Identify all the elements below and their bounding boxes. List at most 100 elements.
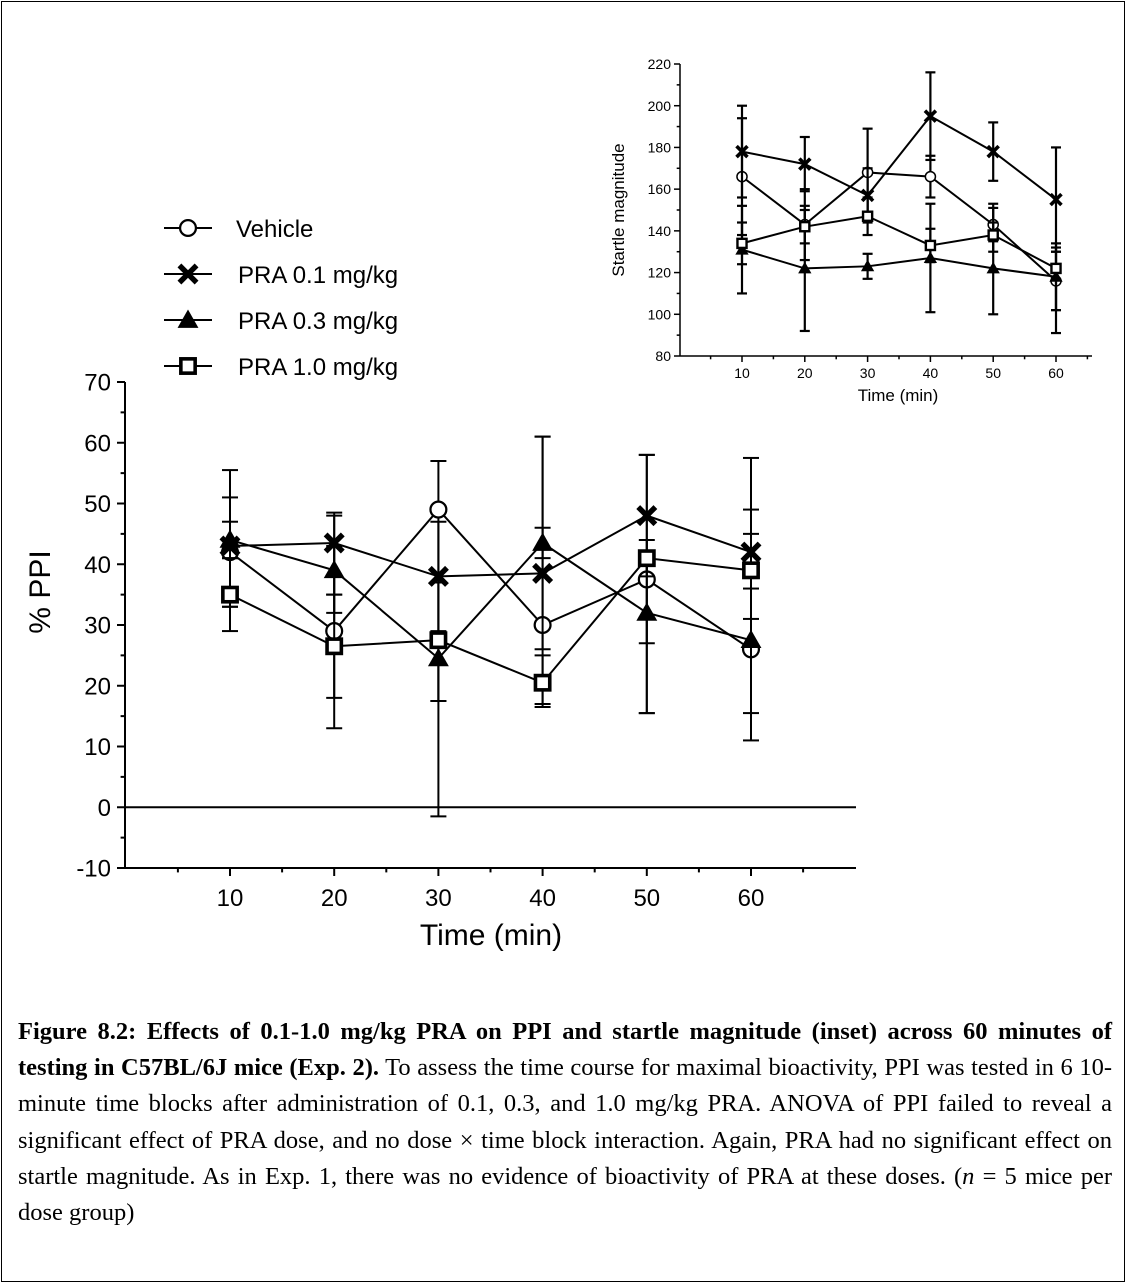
main-x-axis-label: Time (min) xyxy=(420,919,562,952)
series-filled-triangle xyxy=(219,514,762,818)
y-tick-label: 0 xyxy=(98,795,111,822)
legend-item: PRA 0.3 mg/kg xyxy=(164,308,398,335)
y-tick-label: 60 xyxy=(84,430,111,457)
series-open-circle xyxy=(736,117,1062,312)
data-point-filled-triangle xyxy=(532,532,554,551)
legend-label: Vehicle xyxy=(236,216,313,243)
series-open-square xyxy=(736,196,1062,335)
x-tick-label: 50 xyxy=(633,885,660,912)
figure-caption: Figure 8.2: Effects of 0.1-1.0 mg/kg PRA… xyxy=(18,1014,1112,1231)
series-line xyxy=(229,538,752,660)
legend-marker-x-cross xyxy=(177,263,199,285)
y-tick-label: 140 xyxy=(648,223,672,239)
series-open-square xyxy=(221,532,760,730)
y-tick-label: 200 xyxy=(648,98,672,114)
y-tick-label: 220 xyxy=(648,56,672,72)
y-tick-label: 100 xyxy=(648,306,672,322)
data-point-filled-triangle xyxy=(860,259,875,272)
series-line xyxy=(229,508,752,651)
data-point-filled-triangle xyxy=(986,261,1000,274)
y-tick-label: 30 xyxy=(84,613,111,640)
data-point-open-square xyxy=(861,210,874,223)
y-tick-label: 160 xyxy=(648,181,672,197)
data-point-filled-triangle xyxy=(740,629,762,649)
data-point-open-square xyxy=(429,631,448,650)
legend-marker-open-circle xyxy=(178,218,198,238)
legend-item: PRA 0.1 mg/kg xyxy=(164,262,398,289)
data-point-x-cross xyxy=(532,562,554,584)
legend-marker-open-square xyxy=(179,357,197,375)
data-point-x-cross xyxy=(735,144,749,159)
y-tick-label: 20 xyxy=(84,673,111,700)
legend-item: PRA 1.0 mg/kg xyxy=(164,354,398,381)
main-chart-series xyxy=(219,435,762,818)
series-line xyxy=(741,248,1057,278)
main-y-axis-label: % PPI xyxy=(24,550,57,633)
data-point-open-square xyxy=(924,239,937,252)
series-filled-triangle xyxy=(735,202,1063,333)
data-point-x-cross xyxy=(860,188,875,203)
inset-y-axis-label: Startle magnitude xyxy=(609,143,628,276)
caption-body: To assess the time course for maximal bi… xyxy=(18,1054,1112,1190)
inset-x-axis-label: Time (min) xyxy=(858,386,939,405)
legend-label: PRA 0.3 mg/kg xyxy=(238,308,398,335)
x-tick-label: 30 xyxy=(860,365,876,381)
x-tick-label: 20 xyxy=(797,365,813,381)
inset-chart-axes: 80 100 120 140 160 180 200 220 10 20 30 40 50 60 xyxy=(648,56,1092,381)
x-tick-label: 50 xyxy=(985,365,1001,381)
caption-bold-title: Figure 8.2: Effects of 0.1-1.0 mg/kg PRA… xyxy=(18,1018,1112,1082)
data-point-x-cross xyxy=(986,144,1000,159)
legend-marker-filled-triangle xyxy=(177,309,199,328)
x-tick-label: 10 xyxy=(217,885,244,912)
legend-item: Vehicle xyxy=(164,216,313,243)
data-point-open-square xyxy=(325,637,344,656)
data-point-open-square xyxy=(221,585,239,604)
series-line xyxy=(229,557,752,684)
y-tick-label: 180 xyxy=(648,139,672,155)
data-point-open-square xyxy=(533,673,552,692)
x-tick-label: 10 xyxy=(734,365,750,381)
y-tick-label: 70 xyxy=(84,370,111,397)
caption-body-end: = 5 mice per dose group) xyxy=(18,1162,1112,1227)
data-point-x-cross xyxy=(923,109,938,123)
inset-chart-series xyxy=(735,71,1063,335)
data-point-filled-triangle xyxy=(798,261,812,274)
data-point-open-circle xyxy=(429,500,448,519)
series-line xyxy=(741,171,1057,282)
series-line xyxy=(229,514,752,578)
data-point-open-square xyxy=(799,220,811,233)
legend-label: PRA 1.0 mg/kg xyxy=(238,354,398,381)
data-point-open-square xyxy=(1050,262,1062,275)
y-tick-label: 40 xyxy=(84,552,111,579)
x-tick-label: 20 xyxy=(321,885,348,912)
y-tick-label: 10 xyxy=(84,734,111,761)
y-tick-label: 120 xyxy=(648,265,672,281)
figure-svg: -10 0 10 20 30 40 50 60 70 10 20 30 40 50 60 % PPI Tim… xyxy=(24,56,1092,952)
data-point-open-square xyxy=(736,237,748,250)
data-point-x-cross xyxy=(798,157,812,171)
caption-n-symbol: n xyxy=(962,1162,975,1190)
legend-label: PRA 0.1 mg/kg xyxy=(238,262,398,289)
data-point-x-cross xyxy=(1049,192,1063,207)
data-point-open-circle xyxy=(924,170,937,183)
series-x-cross xyxy=(735,71,1063,253)
y-tick-label: 80 xyxy=(655,348,671,364)
x-tick-label: 30 xyxy=(425,885,452,912)
y-tick-label: -10 xyxy=(76,856,111,883)
legend: Vehicle PRA 0.1 mg/kg PRA 0.3 mg/kg PRA 1.0… xyxy=(164,216,398,381)
y-tick-label: 50 xyxy=(84,491,111,518)
x-tick-label: 60 xyxy=(1048,365,1064,381)
main-chart-axes: -10 0 10 20 30 40 50 60 70 10 20 30 40 50 60 xyxy=(76,370,856,912)
data-point-open-square xyxy=(742,561,760,580)
data-point-filled-triangle xyxy=(219,529,241,548)
series-line xyxy=(741,215,1057,270)
series-x-cross xyxy=(219,435,762,651)
data-point-open-square xyxy=(637,549,656,568)
x-tick-label: 40 xyxy=(529,885,556,912)
series-line xyxy=(741,114,1057,201)
x-tick-label: 40 xyxy=(923,365,939,381)
data-point-x-cross xyxy=(636,505,658,527)
data-point-open-square xyxy=(987,229,999,241)
x-tick-label: 60 xyxy=(738,885,765,912)
